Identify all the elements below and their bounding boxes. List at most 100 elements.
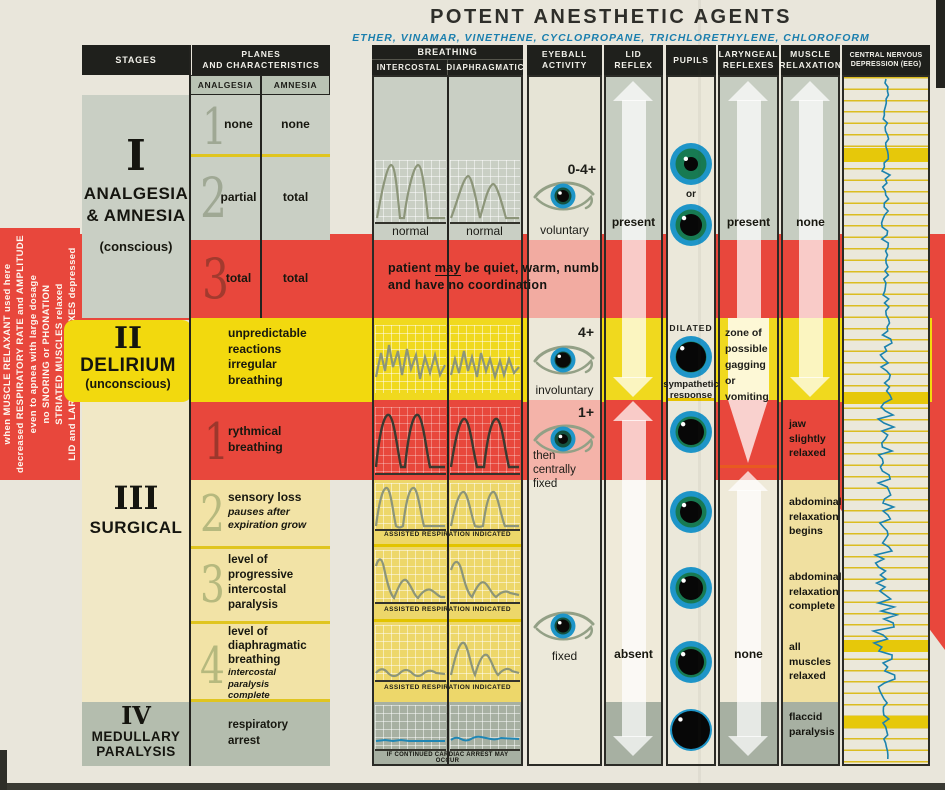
page-corner-bottom-left [0, 750, 7, 790]
header-pupils: PUPILS [666, 45, 716, 75]
stage3-plane3-row: 3 level of progressive intercostal paral… [190, 547, 330, 622]
stage2-characteristics: unpredictable reactions irregular breath… [190, 318, 330, 402]
breathing-graph-s3p3-intercostal [375, 550, 446, 604]
lid-label-absent: absent [614, 647, 653, 661]
eeg-strip [842, 75, 930, 766]
stage3-cell: III SURGICAL [82, 402, 190, 702]
eye-open-icon [532, 339, 596, 384]
header-laryngeal-label: LARYNGEAL REFLEXES [718, 49, 779, 70]
breathing-graph-stage2-diaphragmatic [450, 325, 520, 393]
stage4-name: MEDULLARY PARALYSIS [91, 729, 181, 759]
stage3-numeral: III [113, 479, 159, 517]
pupil-icon [669, 203, 713, 252]
eyeball-grade-0-4: 0-4+ [567, 161, 596, 177]
header-muscle: MUSCLE RELAXATION [779, 45, 841, 75]
s3p3-numeral: 3 [200, 554, 225, 614]
laryngeal-arrow-down-icon [728, 736, 768, 756]
header-lid-label: LID REFLEX [614, 49, 653, 70]
subheader-analgesia: ANALGESIA [190, 75, 261, 95]
eeg-band [844, 640, 928, 652]
pupil-icon [669, 335, 713, 384]
s3p4-text: level of diaphragmatic breathing [228, 626, 307, 666]
header-eyeball: EYEBALL ACTIVITY [527, 45, 602, 75]
s3p3-text: level of progressive intercostal paralys… [228, 554, 294, 611]
stage4-characteristics: respiratory arrest [190, 702, 330, 766]
underlined-may: may [434, 261, 461, 276]
stage2-cell: II DELIRIUM (unconscious) [64, 320, 192, 402]
muscle-label-jaw: jaw slightly relaxed [789, 418, 826, 459]
plane2-amnesia: total [282, 189, 309, 204]
divider-yellow [190, 699, 330, 702]
breathing-graph-s3p2-diaphragmatic [450, 483, 520, 531]
subheader-amnesia-label: AMNESIA [273, 80, 318, 90]
fold-line [698, 0, 701, 790]
pupil-icon [669, 566, 713, 615]
header-eeg-label: CENTRAL NERVOUS DEPRESSION (EEG) [849, 52, 923, 68]
column-rule [189, 45, 191, 766]
subheader-analgesia-label: ANALGESIA [197, 80, 254, 90]
stage3-plane4-row: 4 level of diaphragmatic breathing inter… [190, 622, 330, 702]
plane1-amnesia: none [281, 117, 310, 132]
pupil-icon [669, 410, 713, 459]
muscle-arrow-down-icon [790, 377, 830, 397]
subheader-amnesia: AMNESIA [261, 75, 330, 95]
header-eeg: CENTRAL NERVOUS DEPRESSION (EEG) [842, 45, 930, 75]
laryngeal-arrow-up-icon [728, 471, 768, 491]
pupils-label-sympathetic: sympathetic response [663, 379, 719, 401]
s3p1-numeral: 1 [204, 411, 229, 471]
breathing-graph-stage4-intercostal [375, 705, 446, 751]
laryngeal-strip: present zone of possible gagging or vomi… [718, 75, 779, 766]
header-laryngeal: LARYNGEAL REFLEXES [718, 45, 779, 75]
stage2-characteristics-text: unpredictable reactions irregular breath… [228, 326, 307, 387]
muscle-label-flaccid: flaccid paralysis [789, 711, 835, 738]
breathing-graph-s3p1-diaphragmatic [450, 407, 520, 475]
plane3-analgesia: total [225, 271, 252, 286]
header-lid-reflex: LID REFLEX [604, 45, 663, 75]
header-stages: STAGES [82, 45, 190, 75]
s3p1-text: rythmical breathing [228, 424, 283, 454]
breathing-graph-normal-intercostal [375, 160, 446, 224]
header-intercostal-label: INTERCOSTAL [372, 60, 448, 75]
stage2-numeral: II [113, 321, 143, 356]
stage4-cell: IV MEDULLARY PARALYSIS [82, 702, 190, 766]
lid-arrow-up-icon [613, 401, 653, 421]
muscle-label-none: none [796, 215, 825, 229]
stage1-numeral: I [126, 131, 146, 180]
plane3-amnesia: total [282, 271, 309, 286]
eyeball-label-centrally-fixed: then centrally fixed [533, 450, 576, 490]
laryngeal-label-zone: zone of possible gagging or vomiting [725, 327, 769, 403]
pupils-label-dilated: DILATED [669, 323, 713, 333]
eeg-band [844, 148, 928, 162]
breathing-graph-s3p4-intercostal [375, 625, 446, 682]
plane2-numeral: 2 [200, 166, 228, 231]
breathing-graph-stage2-intercostal [375, 325, 446, 393]
plane1-numeral: 1 [202, 96, 227, 156]
page-title: POTENT ANESTHETIC AGENTS [430, 6, 792, 28]
stage1-name: ANALGESIA & AMNESIA [83, 184, 189, 225]
muscle-label-abd-complete: abdominal relaxation complete [789, 571, 842, 612]
laryngeal-label-present: present [726, 215, 771, 229]
stage2-state: (unconscious) [85, 377, 171, 391]
stage3-name: SURGICAL [89, 518, 183, 537]
breathing-graph-s3p3-diaphragmatic [450, 550, 520, 604]
pupils-strip: or DILATED sympathetic response [663, 75, 719, 766]
pupil-icon [669, 640, 713, 689]
red-band-note-line1: patient may be quiet, warm, numb [388, 261, 600, 276]
eye-open-icon [532, 418, 596, 463]
eeg-trace [870, 78, 900, 760]
stage2-name: DELIRIUM [80, 355, 176, 376]
header-diaphragmatic-label: DIAPHRAGMATIC [446, 63, 525, 72]
header-stages-label: STAGES [115, 55, 157, 65]
eeg-band [844, 716, 928, 728]
divider-yellow [190, 546, 330, 549]
plane2-analgesia: partial [220, 189, 257, 204]
sidebar-note: no SNORING or PHONATION [41, 284, 52, 424]
stage1-state: (conscious) [99, 239, 173, 254]
red-band-note: patient may be quiet, warm, numb and hav… [388, 260, 658, 294]
stage3-plane1-row: 1 rythmical breathing [190, 402, 330, 480]
eye-open-icon [532, 175, 596, 220]
s3p2-text: sensory loss [228, 490, 302, 504]
breathing-graph-s3p2-intercostal [375, 483, 446, 531]
lid-reflex-strip: present absent [604, 75, 663, 766]
breathing-caption-normal-intercostal: normal [392, 224, 429, 238]
